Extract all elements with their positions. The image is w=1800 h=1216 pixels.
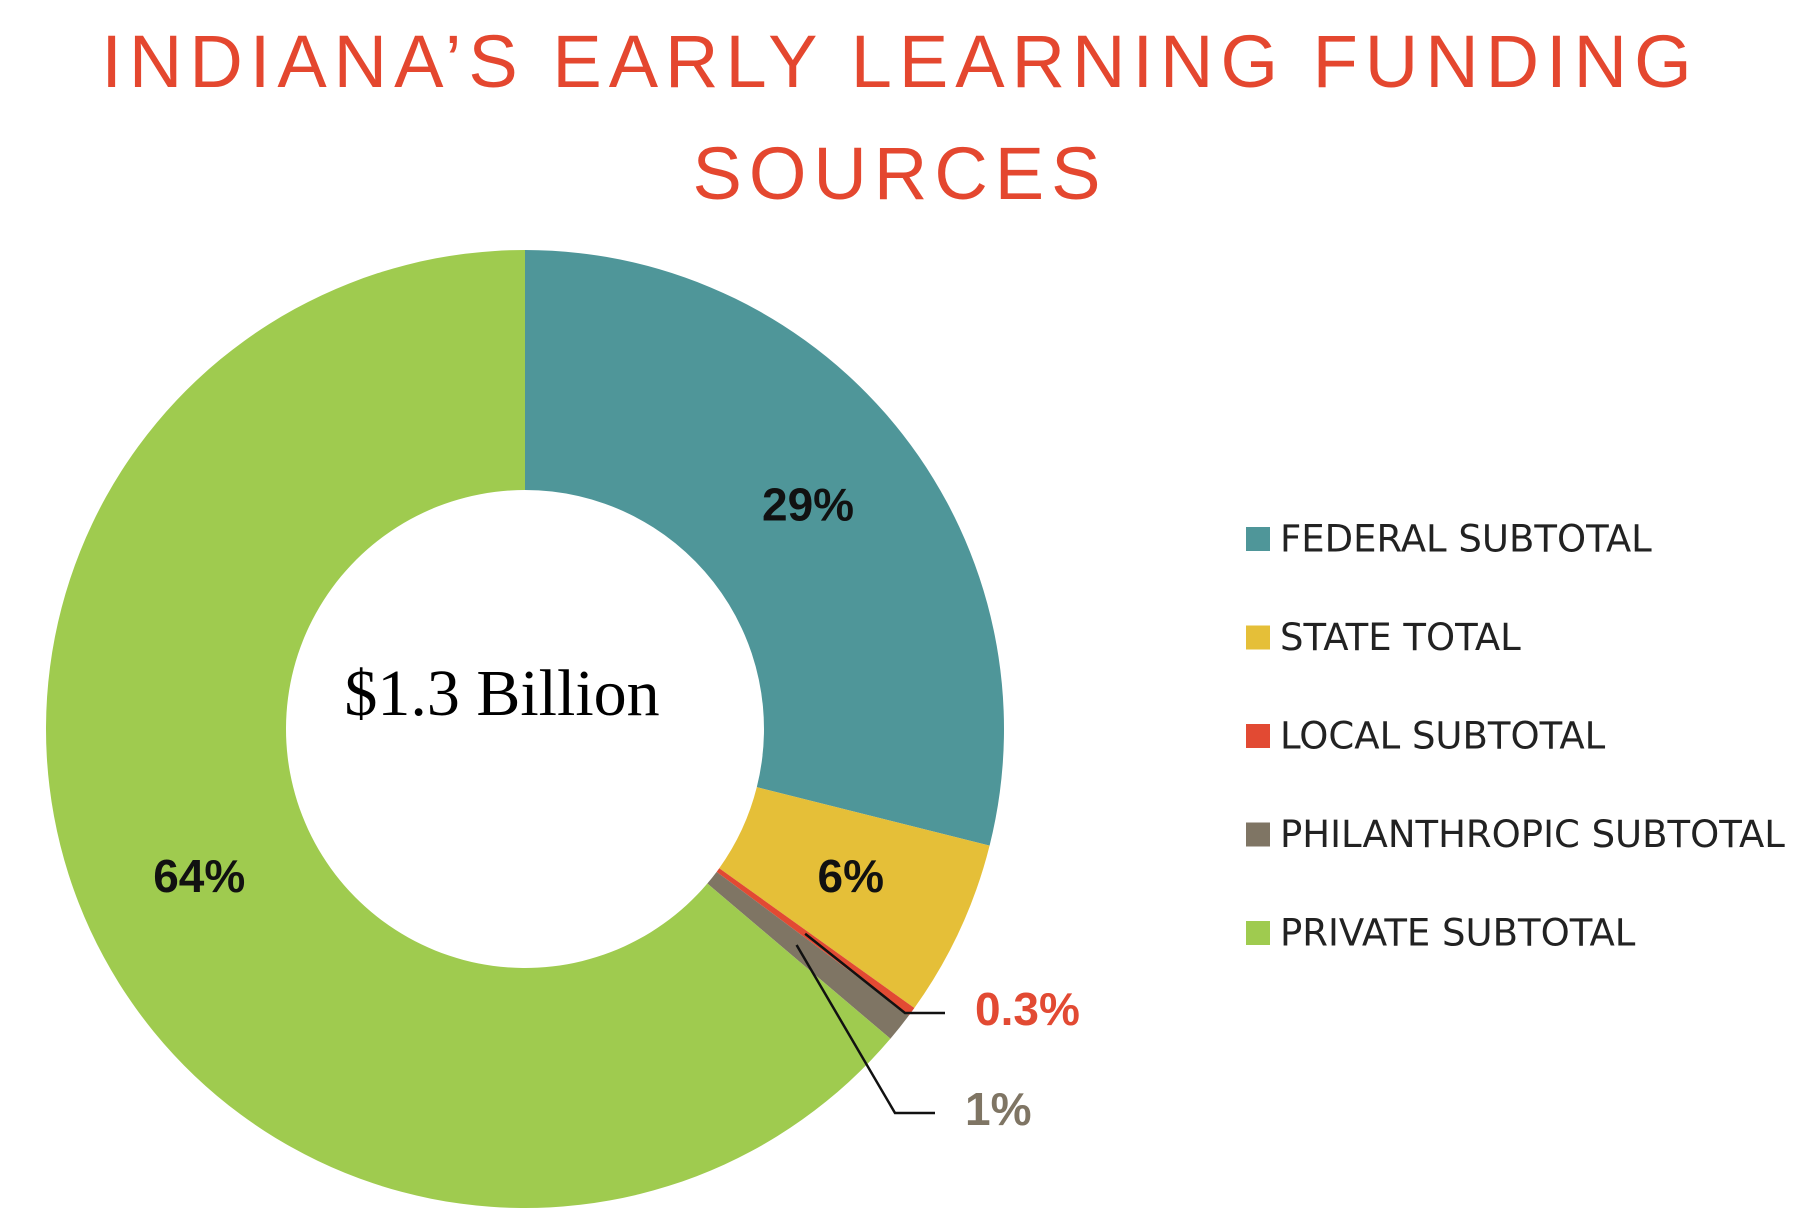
slice-label: 1% (965, 1083, 1031, 1135)
donut-slice (707, 871, 910, 1039)
legend-swatch (1246, 822, 1270, 847)
leader-line (804, 932, 945, 1015)
legend-text: PHILANTHROPIC SUBTOTAL (1280, 813, 1785, 856)
legend-swatch (1246, 921, 1270, 945)
leader-line (795, 944, 935, 1115)
slice-label: 0.3% (975, 983, 1080, 1035)
legend-swatch (1246, 625, 1270, 650)
legend-swatch (1246, 527, 1270, 551)
legend-text: FEDERAL SUBTOTAL (1280, 518, 1652, 561)
legend-text: STATE TOTAL (1280, 616, 1521, 659)
legend-text: PRIVATE SUBTOTAL (1280, 912, 1636, 955)
slice-label: 64% (153, 850, 245, 902)
slice-label: 29% (762, 478, 854, 530)
legend-swatch (1246, 724, 1270, 748)
donut-slice (719, 787, 990, 1008)
slice-label: 6% (818, 850, 884, 902)
chart-title: INDIANA’S EARLY LEARNING FUNDING SOURCES (101, 20, 1699, 215)
legend-text: LOCAL SUBTOTAL (1280, 715, 1606, 758)
center-label: $1.3 Billion (344, 657, 659, 730)
donut-slice (525, 250, 1005, 846)
donut-slice (46, 250, 891, 1208)
